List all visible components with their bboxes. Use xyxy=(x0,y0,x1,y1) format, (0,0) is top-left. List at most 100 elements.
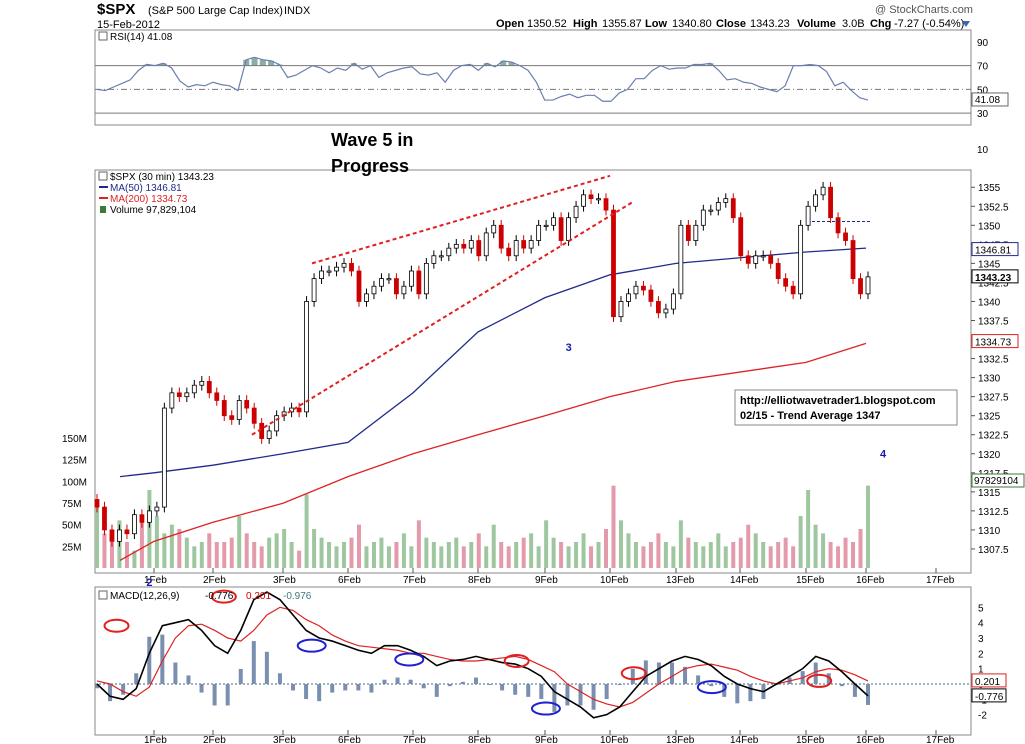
macd-hist-bar xyxy=(160,634,165,684)
volume-bar xyxy=(768,546,773,568)
volume-bar xyxy=(364,546,369,568)
volume-bar xyxy=(753,533,758,568)
volume-bar xyxy=(304,494,309,568)
volume-bar xyxy=(656,533,661,568)
volume-bar xyxy=(424,537,429,568)
rsi-current-box xyxy=(971,92,1009,107)
macd-hist-bar xyxy=(630,668,635,684)
volume-bar xyxy=(514,542,519,568)
volume-bar xyxy=(386,546,391,568)
candle-body xyxy=(117,529,122,542)
macd-hist-bar xyxy=(591,684,596,710)
rsi-tick-label: 70 xyxy=(977,62,989,73)
candle-body xyxy=(199,381,205,386)
settings-icon[interactable] xyxy=(98,171,108,181)
volume-bar xyxy=(648,542,653,568)
settings-icon[interactable] xyxy=(98,590,108,600)
volume-bar xyxy=(267,537,272,568)
low-label: Low xyxy=(645,18,667,30)
candle-body xyxy=(319,270,324,280)
x-tick-label: 6Feb xyxy=(338,575,361,586)
candle-body xyxy=(423,262,429,295)
candle-body xyxy=(446,247,452,257)
volume-bar xyxy=(866,485,870,568)
candle-body xyxy=(693,224,699,241)
wave-title-line2: Progress xyxy=(331,156,409,176)
rsi-tick-label: 90 xyxy=(977,38,989,49)
macd-tick-label: -2 xyxy=(978,711,987,722)
macd-hist-bar xyxy=(539,684,544,700)
macd-hist-bar xyxy=(709,684,714,687)
chevron-down-icon[interactable] xyxy=(962,21,970,27)
volume-bar xyxy=(574,542,579,568)
price-tick-label: 1332.5 xyxy=(978,355,1009,366)
macd-x-tick-label: 10Feb xyxy=(600,735,629,744)
ohlc-summary: Open 1350.52 High 1355.87 Low 1340.80 Cl… xyxy=(496,18,964,30)
candle-body xyxy=(386,278,392,281)
candle-body xyxy=(820,186,826,196)
price-tick-label: 1322.5 xyxy=(978,431,1009,442)
price-current-label: 1343.23 xyxy=(975,273,1012,284)
macd-x-tick-label: 8Feb xyxy=(468,735,491,744)
candle-body xyxy=(581,194,586,207)
macd-tick-label: 5 xyxy=(978,603,984,614)
candle-body xyxy=(356,270,362,302)
trend-note: 02/15 - Trend Average 1347 xyxy=(740,410,880,422)
volume-bar xyxy=(237,516,242,568)
macd-hist-bar xyxy=(95,684,99,689)
volume-bar xyxy=(581,533,586,568)
macd-hist-bar xyxy=(147,636,152,684)
candle-body xyxy=(850,240,856,280)
rsi-current-label: 41.08 xyxy=(975,95,1000,106)
candle-body xyxy=(394,278,399,295)
candle-body xyxy=(221,400,227,417)
candle-body xyxy=(558,217,564,241)
volume-bar xyxy=(289,542,294,568)
candle-body xyxy=(835,217,841,234)
candle-body xyxy=(259,422,265,439)
macd-hist-bar xyxy=(617,684,622,685)
candle-body xyxy=(641,285,646,291)
candle-body xyxy=(476,240,482,257)
macd-highlight-red xyxy=(620,666,647,681)
macd-hist-bar xyxy=(748,684,753,702)
candle-body xyxy=(708,209,714,212)
macd-hist-bar xyxy=(382,679,387,684)
macd-tick-label: 4 xyxy=(978,619,984,630)
candle-body xyxy=(573,205,579,219)
volume-bar xyxy=(686,537,691,568)
volume-bar xyxy=(222,542,227,568)
settings-icon[interactable] xyxy=(98,31,108,41)
x-tick-label: 14Feb xyxy=(730,575,759,586)
macd-hist-bar xyxy=(134,673,139,684)
volume-bar xyxy=(199,542,204,568)
macd-hist-bar xyxy=(813,662,818,684)
macd-hist-bar xyxy=(473,677,478,684)
candle-body xyxy=(334,266,339,272)
volume-bar xyxy=(626,533,631,568)
macd-hist-bar xyxy=(317,684,322,702)
wave-label: 3 xyxy=(566,342,572,354)
volume-bar xyxy=(521,537,526,568)
macd-legend: MACD(12,26,9) -0.776 0.201 -0.976 xyxy=(98,590,312,602)
macd-hist-bar xyxy=(108,684,113,702)
ma200-legend: MA(200) 1334.73 xyxy=(110,194,188,205)
ma200-line xyxy=(119,342,867,561)
macd-highlight-blue xyxy=(296,638,327,653)
macd-hist-bar xyxy=(291,684,296,691)
candle-body xyxy=(700,209,706,226)
macd-x-tick-label: 2Feb xyxy=(203,735,226,744)
low-value: 1340.80 xyxy=(672,18,712,30)
macd-hist-bar xyxy=(866,684,870,705)
price-tick-label: 1337.5 xyxy=(978,317,1009,328)
volume-bar xyxy=(596,542,601,568)
candle-body xyxy=(94,499,100,508)
volume-legend: Volume 97,829,104 xyxy=(110,205,197,216)
macd-x-tick-label: 7Feb xyxy=(403,735,426,744)
rsi-tick-label: 50 xyxy=(977,85,989,96)
candle-body xyxy=(304,301,309,413)
candle-body xyxy=(663,308,669,314)
macd-hist-bar xyxy=(264,651,269,684)
volume-bar xyxy=(342,542,347,568)
volume-bar xyxy=(806,490,811,568)
